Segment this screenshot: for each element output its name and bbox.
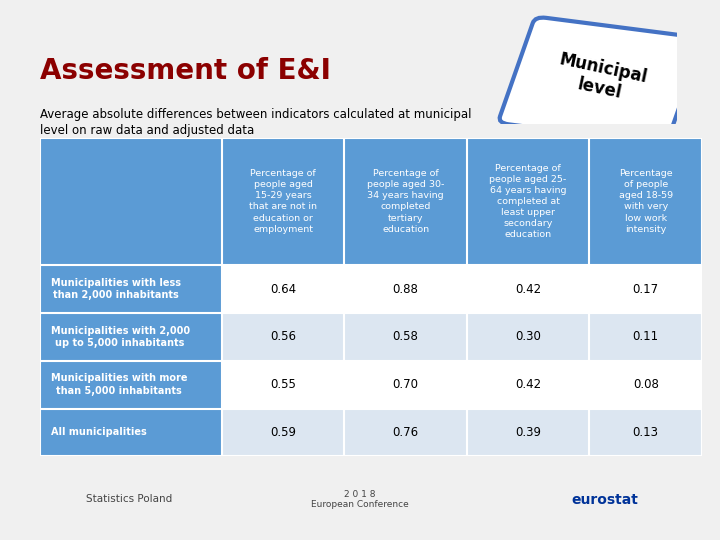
Text: 0.08: 0.08	[633, 378, 659, 391]
Text: Municipal
level: Municipal level	[554, 50, 649, 106]
Text: Assessment of E&I: Assessment of E&I	[40, 57, 330, 85]
Text: 0.70: 0.70	[392, 378, 418, 391]
Text: All municipalities: All municipalities	[50, 427, 146, 437]
Text: Percentage of
people aged 25-
64 years having
completed at
least upper
secondary: Percentage of people aged 25- 64 years h…	[490, 164, 567, 239]
FancyBboxPatch shape	[500, 18, 701, 144]
Text: 0.39: 0.39	[515, 426, 541, 439]
Text: Municipalities with 2,000
up to 5,000 inhabitants: Municipalities with 2,000 up to 5,000 in…	[50, 326, 189, 348]
Text: 0.58: 0.58	[392, 330, 418, 343]
Text: 0.88: 0.88	[392, 282, 418, 295]
Text: 0.59: 0.59	[270, 426, 296, 439]
Text: Municipalities with more
than 5,000 inhabitants: Municipalities with more than 5,000 inha…	[50, 374, 187, 396]
Text: eurostat: eurostat	[572, 492, 638, 507]
Text: 0.76: 0.76	[392, 426, 418, 439]
Text: Percentage of
people aged 30-
34 years having
completed
tertiary
education: Percentage of people aged 30- 34 years h…	[367, 169, 444, 234]
Text: Municipalities with less
than 2,000 inhabitants: Municipalities with less than 2,000 inha…	[50, 278, 181, 300]
Text: Percentage
of people
aged 18-59
with very
low work
intensity: Percentage of people aged 18-59 with ver…	[618, 169, 672, 234]
Text: 0.42: 0.42	[515, 282, 541, 295]
Text: level on raw data and adjusted data: level on raw data and adjusted data	[40, 124, 254, 137]
Text: 0.17: 0.17	[633, 282, 659, 295]
Text: 2 0 1 8
European Conference: 2 0 1 8 European Conference	[311, 490, 409, 509]
Text: 0.13: 0.13	[633, 426, 659, 439]
Text: 0.56: 0.56	[270, 330, 296, 343]
Text: Average absolute differences between indicators calculated at municipal: Average absolute differences between ind…	[40, 108, 471, 121]
Text: 0.42: 0.42	[515, 378, 541, 391]
Text: Statistics Poland: Statistics Poland	[86, 495, 173, 504]
Text: 0.55: 0.55	[270, 378, 296, 391]
Text: 0.11: 0.11	[633, 330, 659, 343]
Text: 0.64: 0.64	[270, 282, 296, 295]
Text: Percentage of
people aged
15-29 years
that are not in
education or
employment: Percentage of people aged 15-29 years th…	[249, 169, 317, 234]
Text: 0.30: 0.30	[516, 330, 541, 343]
